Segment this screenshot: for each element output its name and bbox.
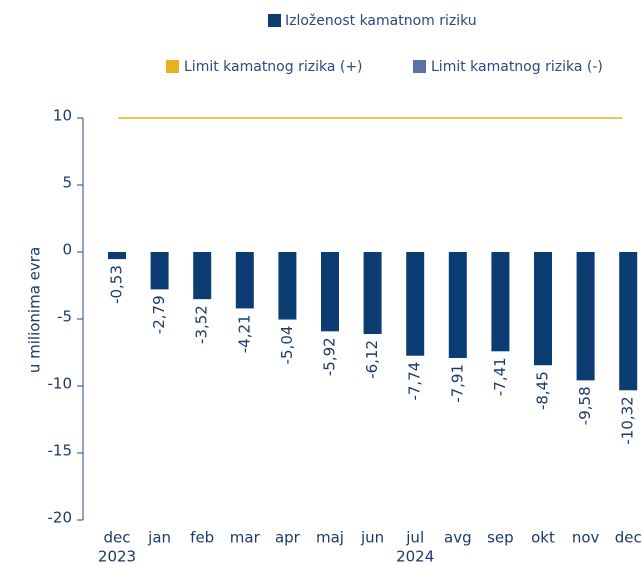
x-tick-label: dec bbox=[615, 529, 642, 547]
x-tick-label: jun bbox=[360, 529, 384, 547]
x-tick-label: apr bbox=[275, 529, 301, 547]
bar bbox=[278, 252, 297, 320]
value-label: -10,32 bbox=[619, 396, 637, 444]
y-tick-label: 10 bbox=[53, 107, 72, 125]
value-label: -9,58 bbox=[576, 386, 594, 425]
value-label: -4,21 bbox=[235, 314, 253, 353]
x-tick-label: nov bbox=[572, 529, 600, 547]
y-tick-label: -20 bbox=[48, 509, 73, 527]
x-tick-label: jan bbox=[147, 529, 171, 547]
bar bbox=[235, 252, 254, 309]
bar bbox=[321, 252, 339, 332]
legend-swatch bbox=[413, 60, 426, 73]
legend-label: Izloženost kamatnom riziku bbox=[285, 13, 477, 29]
y-axis-label: u milionima evra bbox=[26, 247, 44, 373]
bar bbox=[150, 252, 169, 290]
value-label: -7,41 bbox=[491, 357, 509, 396]
x-tick-label: avg bbox=[444, 529, 472, 547]
bar bbox=[534, 252, 552, 366]
bar bbox=[576, 252, 595, 381]
x-tick-label: mar bbox=[230, 529, 261, 547]
value-label: -2,79 bbox=[150, 295, 168, 334]
bar bbox=[193, 252, 212, 300]
bar bbox=[448, 252, 467, 358]
bar bbox=[108, 252, 126, 260]
x-tick-label: okt bbox=[531, 529, 555, 547]
y-tick-label: -10 bbox=[48, 375, 73, 393]
value-label: -7,91 bbox=[448, 364, 466, 403]
value-label: -8,45 bbox=[534, 371, 552, 410]
x-tick-label: feb bbox=[190, 529, 214, 547]
x-year-label: 2023 bbox=[98, 548, 136, 565]
value-label: -7,74 bbox=[406, 362, 424, 401]
x-tick-label: sep bbox=[487, 529, 514, 547]
legend-label: Limit kamatnog rizika (+) bbox=[184, 59, 363, 75]
y-tick-label: 5 bbox=[62, 174, 72, 192]
x-year-label: 2024 bbox=[396, 548, 434, 565]
y-tick-label: -5 bbox=[57, 308, 72, 326]
bar bbox=[491, 252, 510, 352]
value-label: -5,92 bbox=[321, 337, 339, 376]
y-tick-label: 0 bbox=[62, 241, 72, 259]
y-tick-label: -15 bbox=[48, 442, 73, 460]
x-tick-label: dec bbox=[104, 529, 131, 547]
value-label: -6,12 bbox=[363, 340, 381, 379]
value-label: -5,04 bbox=[278, 326, 296, 365]
x-tick-label: maj bbox=[316, 529, 344, 547]
bar bbox=[363, 252, 382, 335]
bar bbox=[619, 252, 638, 391]
value-label: -0,53 bbox=[108, 265, 126, 304]
x-tick-label: jul bbox=[405, 529, 424, 547]
value-label: -3,52 bbox=[193, 305, 211, 344]
legend-label: Limit kamatnog rizika (-) bbox=[431, 59, 603, 75]
legend-swatch bbox=[268, 14, 281, 27]
legend-swatch bbox=[166, 60, 179, 73]
bar bbox=[406, 252, 425, 356]
